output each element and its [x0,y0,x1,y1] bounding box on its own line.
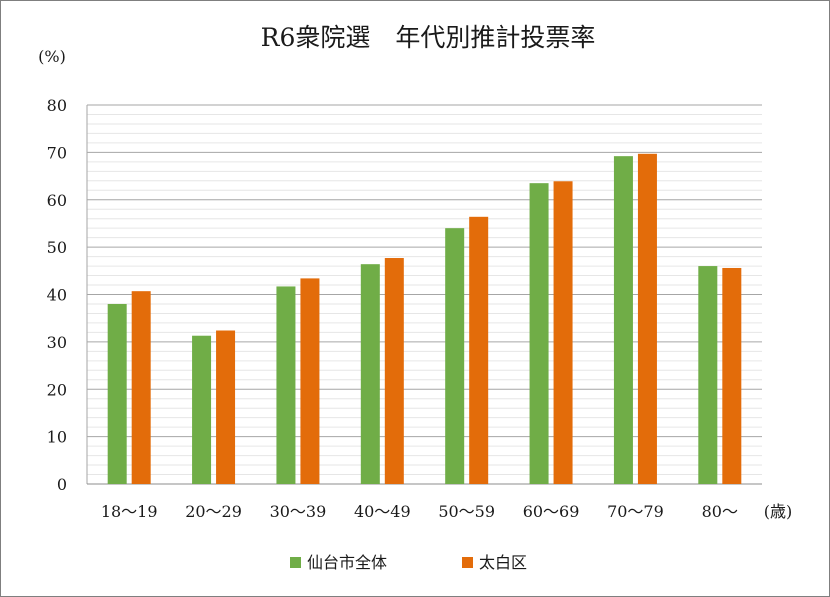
y-tick-label: 60 [47,191,67,210]
x-tick-label: 60～69 [523,502,580,521]
bar-sendai-city [276,286,296,484]
bar-sendai-city [192,335,212,484]
bar-taihaku-ward [722,267,742,484]
chart-title: R6衆院選 年代別推計投票率 [261,23,596,52]
bars [107,153,742,485]
x-axis-ticks: 18～19 20～29 30～39 40～49 50～59 60～69 70～79 80～ [101,502,738,521]
legend-label: 太白区 [479,553,527,572]
bar-sendai-city [529,183,549,484]
x-tick-label: 30～39 [270,502,327,521]
gridlines [86,104,762,485]
y-tick-label: 30 [47,333,67,352]
bar-taihaku-ward [384,258,404,484]
legend-label: 仙台市全体 [307,553,387,572]
y-tick-label: 70 [47,143,67,162]
y-tick-label: 80 [47,96,67,115]
legend-swatch [290,557,301,568]
y-tick-label: 10 [47,428,67,447]
bar-taihaku-ward [131,291,151,484]
y-tick-label: 0 [57,475,67,494]
bar-sendai-city [445,228,465,484]
x-tick-label: 70～79 [607,502,664,521]
y-tick-label: 50 [47,238,67,257]
y-tick-label: 40 [47,286,67,305]
bar-sendai-city [107,303,127,484]
bar-sendai-city [360,264,380,484]
bar-taihaku-ward [637,153,657,484]
bar-sendai-city [698,266,718,484]
x-tick-label: 20～29 [185,502,242,521]
x-tick-label: 80～ [702,502,738,521]
x-axis-unit: (歳) [764,502,793,521]
legend-swatch [462,557,473,568]
bar-taihaku-ward [300,278,320,484]
y-axis-unit: (%) [38,47,66,66]
y-tick-label: 20 [47,380,67,399]
bar-taihaku-ward [469,216,489,484]
x-tick-label: 50～59 [438,502,495,521]
legend: 仙台市全体 太白区 [290,553,527,572]
x-tick-label: 18～19 [101,502,158,521]
x-tick-label: 40～49 [354,502,411,521]
bar-taihaku-ward [216,330,236,484]
bar-taihaku-ward [553,181,573,484]
bar-sendai-city [613,156,633,485]
y-axis-ticks: 0 10 20 30 40 50 60 70 80 [47,96,67,494]
